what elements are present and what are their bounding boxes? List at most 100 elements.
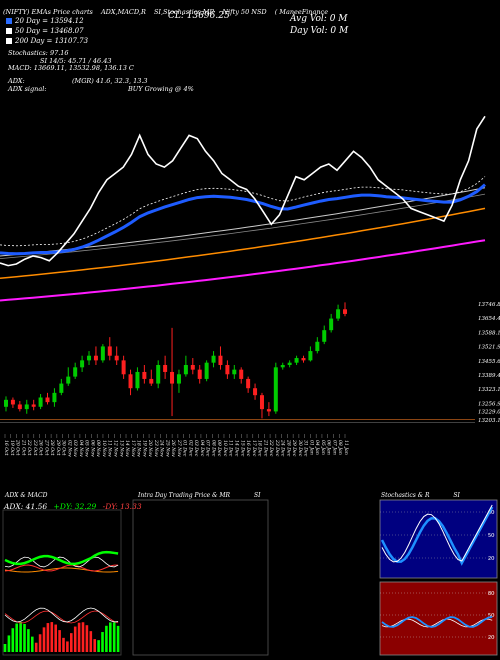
macd-bar	[27, 629, 30, 652]
candle-body	[273, 367, 278, 412]
adx-red-line	[4, 564, 119, 572]
ema-line-1	[0, 207, 486, 280]
date-label: 02 Dec	[187, 440, 193, 457]
adx-green-line	[4, 550, 119, 566]
macd-bar	[34, 642, 38, 652]
rsi-tick: 50	[488, 613, 494, 619]
candle-body	[225, 365, 230, 375]
candle-body	[10, 399, 15, 405]
macd-bar	[101, 632, 104, 652]
price-tick: 13521.9	[478, 345, 500, 351]
date-label: 10 Nov	[101, 440, 107, 457]
macd-bar	[85, 625, 89, 652]
date-label: 04 Nov	[78, 440, 84, 457]
date-label: 20 Oct	[15, 439, 21, 456]
date-label: 21 Oct	[20, 439, 26, 456]
stochastics-title: Stochastics & R SI	[381, 492, 460, 499]
date-label: 07 Jan	[331, 440, 337, 455]
adx-label: ADX:	[8, 77, 25, 85]
stoch-tick: 20	[488, 556, 494, 562]
macd-bar	[112, 622, 116, 652]
macd-bar	[73, 626, 77, 652]
macd-bar	[38, 634, 42, 652]
legend-ema20: 20 Day = 13594.12	[6, 17, 88, 25]
candle-body	[163, 365, 168, 372]
date-label: 27 Oct	[43, 439, 49, 456]
candle-body	[128, 374, 133, 389]
candle-body	[343, 309, 347, 314]
candle-body	[93, 355, 98, 361]
candle-body	[287, 362, 292, 365]
date-label: 20 Nov	[147, 439, 153, 457]
date-label: 16 Dec	[245, 440, 251, 457]
stoch-d-line	[381, 504, 493, 563]
candle-body	[149, 378, 154, 384]
date-label: 10 Dec	[222, 440, 228, 457]
macd-bar	[81, 622, 85, 652]
stoch-k-line	[380, 506, 494, 566]
candle-body	[259, 395, 264, 410]
macd-bar	[7, 635, 11, 652]
date-label: 23 Oct	[32, 439, 38, 456]
candle-body	[246, 378, 251, 389]
day-volume: Day Vol: 0 M	[290, 26, 349, 36]
candle-body	[280, 365, 285, 368]
rsi-tick: 80	[488, 591, 494, 597]
candle-body	[336, 309, 341, 319]
date-label: 22 Dec	[268, 439, 274, 457]
header-title-2: SI,Stochastics,MR	[153, 8, 215, 16]
candle-body	[100, 346, 105, 361]
date-label: 27 Nov	[176, 439, 182, 457]
date-label: 01 Jan	[308, 440, 314, 455]
macd-bar	[89, 631, 93, 652]
stoch-tick: 80	[488, 510, 494, 516]
date-label: 07 Dec	[205, 440, 211, 457]
candle-body	[315, 341, 320, 352]
date-label: 21 Dec	[262, 439, 268, 457]
date-label: 19 Oct	[9, 440, 15, 456]
date-label: 04 Dec	[199, 440, 205, 457]
date-label: 14 Nov	[124, 440, 130, 457]
candle-body	[266, 409, 271, 412]
adx-panel-values: ADX: 41.56 +DY: 32.29 -DY: 13.33	[4, 502, 142, 511]
candle-body	[183, 365, 188, 375]
adx-signal-value: BUY Growing @ 4%	[128, 85, 194, 93]
candle-body	[80, 360, 85, 368]
date-label: 28 Oct	[49, 439, 55, 456]
date-label: 26 Nov	[170, 439, 176, 457]
macd-bar	[116, 625, 120, 652]
candle-body	[52, 392, 57, 403]
macd-bar	[50, 622, 54, 652]
rsi-white-line	[381, 618, 493, 628]
legend: 20 Day = 13594.12 50 Day = 13468.07 200 …	[6, 17, 88, 45]
candle-body	[197, 369, 202, 379]
date-label: 08 Jan	[337, 440, 343, 455]
date-label: 05 Nov	[84, 440, 90, 457]
candle-body	[121, 360, 126, 375]
candle-body	[301, 358, 306, 361]
macd-bar	[15, 623, 18, 652]
rsi-panel-frame	[379, 581, 498, 656]
adx-signal-label: ADX signal:	[8, 85, 47, 93]
macd-bar	[93, 639, 96, 652]
date-label: 24 Nov	[159, 439, 165, 457]
macd-bar	[23, 623, 26, 652]
date-label: 04 Jan	[314, 440, 320, 455]
candle-body	[17, 404, 22, 410]
date-label: 18 Dec	[257, 440, 263, 457]
ema-line-aux	[0, 193, 486, 259]
candle-body	[31, 404, 36, 407]
candle-body	[73, 367, 78, 377]
date-label: 11 Nov	[107, 440, 113, 457]
candle-body	[38, 397, 43, 407]
date-label: 03 Nov	[72, 440, 78, 457]
candle-body	[322, 330, 327, 342]
date-axis: 16 Oct 19 Oct 20 Oct 21 Oct 22 Oct 23 Oct 26 O…	[3, 434, 349, 457]
price-line	[0, 115, 486, 267]
adx-macd-title: ADX & MACD	[5, 492, 48, 499]
candle-body	[4, 399, 8, 407]
date-label: 29 Dec	[291, 439, 297, 457]
ema-line-2	[0, 239, 486, 302]
adx-white-line	[4, 556, 119, 568]
date-label: 05 Jan	[320, 440, 326, 455]
